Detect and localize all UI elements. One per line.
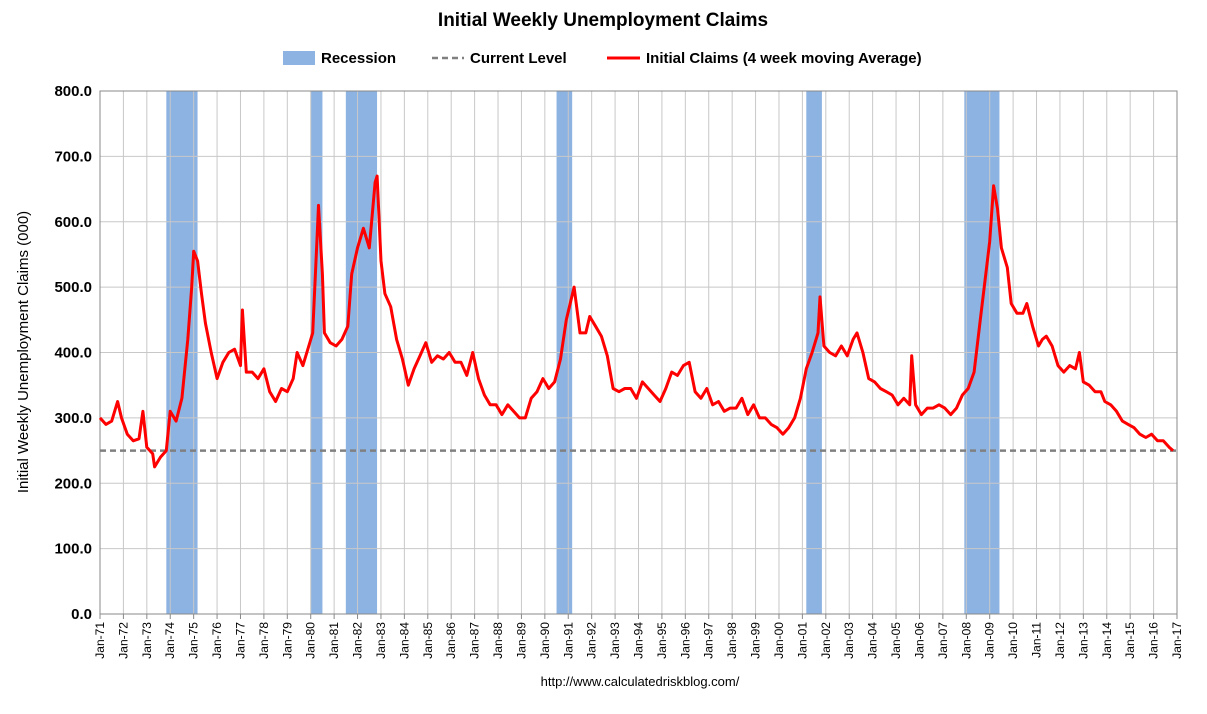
x-tick-label: Jan-13 (1076, 622, 1090, 659)
x-tick-label: Jan-71 (93, 622, 107, 659)
y-tick-label: 300.0 (54, 410, 92, 427)
x-tick-label: Jan-80 (304, 622, 318, 659)
plot-frame (99, 90, 1178, 615)
x-tick-label: Jan-99 (749, 622, 763, 659)
x-tick-label: Jan-90 (538, 622, 552, 659)
x-tick-label: Jan-92 (585, 622, 599, 659)
x-tick-label: Jan-05 (889, 622, 903, 659)
x-tick-label: Jan-88 (491, 622, 505, 659)
x-tick-label: Jan-85 (421, 622, 435, 659)
x-tick-label: Jan-84 (397, 622, 411, 659)
x-tick-label: Jan-74 (163, 622, 177, 659)
x-tick-label: Jan-03 (842, 622, 856, 659)
x-tick-label: Jan-17 (1170, 622, 1184, 659)
x-tick-label: Jan-02 (819, 622, 833, 659)
legend-label: Recession (321, 50, 396, 67)
x-tick-label: Jan-96 (678, 622, 692, 659)
x-tick-label: Jan-01 (795, 622, 809, 659)
y-tick-label: 500.0 (54, 279, 92, 296)
x-tick-label: Jan-98 (725, 622, 739, 659)
x-tick-label: Jan-00 (772, 622, 786, 659)
x-tick-label: Jan-91 (561, 622, 575, 659)
x-tick-label: Jan-78 (257, 622, 271, 659)
y-tick-label: 800.0 (54, 83, 92, 100)
x-tick-label: Jan-04 (866, 622, 880, 659)
x-tick-label: Jan-87 (468, 622, 482, 659)
x-tick-label: Jan-77 (233, 622, 247, 659)
x-tick-label: Jan-76 (210, 622, 224, 659)
x-tick-label: Jan-11 (1030, 622, 1044, 658)
x-tick-label: Jan-73 (140, 622, 154, 659)
legend-label: Current Level (470, 50, 567, 67)
x-tick-label: Jan-10 (1006, 622, 1020, 659)
source: http://www.calculatedriskblog.com/ (541, 674, 740, 689)
x-tick-label: Jan-72 (116, 622, 130, 659)
x-tick-label: Jan-79 (280, 622, 294, 659)
x-tick-label: Jan-97 (702, 622, 716, 659)
x-tick-label: Jan-81 (327, 622, 341, 659)
y-tick-label: 600.0 (54, 214, 92, 231)
x-tick-label: Jan-14 (1100, 622, 1114, 659)
x-tick-label: Jan-82 (351, 622, 365, 659)
x-tick-label: Jan-83 (374, 622, 388, 659)
legend-swatch (283, 51, 315, 65)
x-tick-label: Jan-07 (936, 622, 950, 659)
claims-line (98, 174, 1175, 469)
chart-title: Initial Weekly Unemployment Claims (438, 10, 768, 31)
y-tick-label: 400.0 (54, 345, 92, 362)
x-tick-label: Jan-95 (655, 622, 669, 659)
x-tick-label: Jan-16 (1147, 622, 1161, 659)
y-axis-label: Initial Weekly Unemployment Claims (000) (15, 211, 32, 493)
y-tick-label: 200.0 (54, 475, 92, 492)
x-tick-label: Jan-12 (1053, 622, 1067, 659)
legend-label: Initial Claims (4 week moving Average) (646, 50, 922, 67)
y-tick-label: 700.0 (54, 148, 92, 165)
x-tick-label: Jan-08 (959, 622, 973, 659)
x-tick-label: Jan-94 (632, 622, 646, 659)
x-tick-label: Jan-89 (514, 622, 528, 659)
x-tick-label: Jan-75 (187, 622, 201, 659)
x-tick-label: Jan-06 (912, 622, 926, 659)
y-tick-label: 100.0 (54, 541, 92, 558)
x-tick-label: Jan-93 (608, 622, 622, 659)
x-tick-label: Jan-15 (1123, 622, 1137, 659)
x-tick-label: Jan-09 (983, 622, 997, 659)
y-tick-label: 0.0 (71, 606, 92, 623)
x-tick-label: Jan-86 (444, 622, 458, 659)
